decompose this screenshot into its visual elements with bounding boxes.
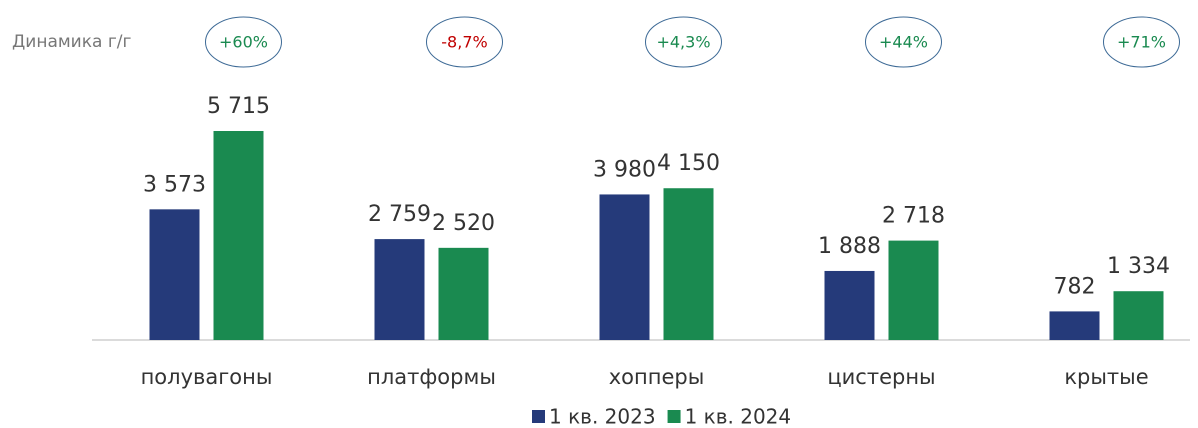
legend-label: 1 кв. 2023 [549, 405, 656, 428]
annotation: +4,3% [656, 33, 710, 52]
value-label: 2 759 [368, 202, 431, 227]
bar [888, 240, 939, 340]
value-label: 2 520 [432, 211, 495, 236]
bar [1049, 311, 1100, 340]
bar [213, 131, 264, 340]
legend-swatch [532, 410, 545, 423]
annotation: -8,7% [441, 33, 487, 52]
value-label: 2 718 [882, 204, 945, 229]
annotation-bubble [1103, 16, 1180, 68]
bar [824, 270, 875, 340]
x-tick-label: полувагоны [141, 365, 273, 389]
x-tick-label: хопперы [609, 365, 705, 389]
annotation-bubble [205, 16, 282, 68]
x-tick-label: платформы [367, 365, 496, 389]
bar [599, 194, 650, 340]
bar [149, 209, 200, 340]
value-label: 3 980 [593, 157, 656, 182]
annotation-label: Динамика г/г [12, 32, 131, 52]
legend-swatch [667, 410, 681, 423]
annotation-bubble [865, 16, 942, 68]
bar [663, 188, 714, 340]
annotation-bubble [426, 16, 503, 68]
bar [1113, 291, 1164, 340]
annotation: +71% [1117, 33, 1166, 52]
value-label: 3 573 [143, 172, 206, 197]
bar [438, 247, 489, 340]
value-label: 4 150 [657, 151, 720, 176]
value-label: 5 715 [207, 94, 270, 119]
value-label: 1 334 [1107, 254, 1170, 279]
annotation-bubble [645, 16, 722, 68]
annotation: +44% [879, 33, 928, 52]
x-tick-label: крытые [1064, 365, 1148, 389]
value-label: 782 [1054, 274, 1096, 299]
legend-label: 1 кв. 2024 [685, 405, 792, 428]
bar [374, 239, 425, 340]
x-tick-label: цистерны [827, 365, 935, 389]
value-label: 1 888 [818, 234, 881, 259]
annotation: +60% [219, 33, 268, 52]
